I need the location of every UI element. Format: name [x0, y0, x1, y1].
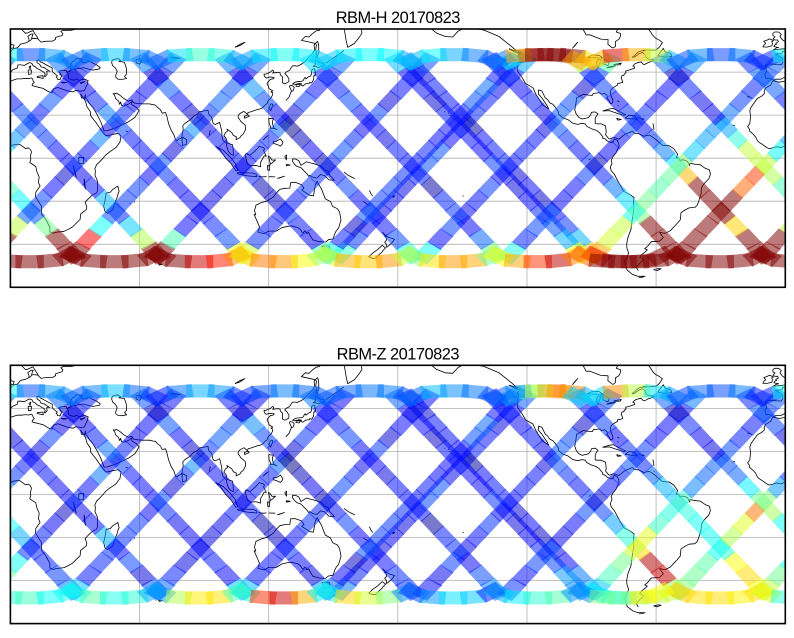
svg-text:RBM-H 20170823: RBM-H 20170823 [336, 9, 461, 27]
svg-text:RBM-Z 20170823: RBM-Z 20170823 [337, 345, 460, 363]
